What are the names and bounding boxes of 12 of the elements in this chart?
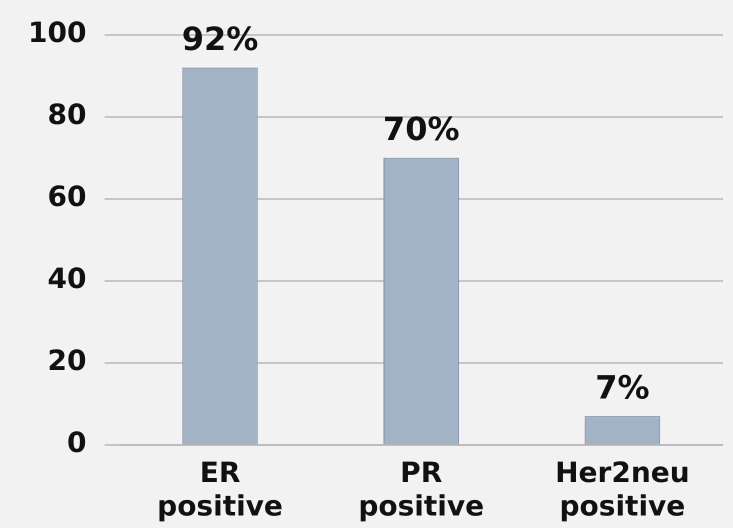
y-tick-label: 40 xyxy=(47,262,86,296)
y-tick-label: 80 xyxy=(47,98,86,132)
y-tick-label: 60 xyxy=(47,180,86,214)
y-tick-label: 20 xyxy=(47,344,86,378)
y-tick-label: 100 xyxy=(28,16,86,50)
x-tick-label: ER positive xyxy=(157,456,283,522)
y-tick-label: 0 xyxy=(66,426,86,460)
x-tick-label: PR positive xyxy=(358,456,484,522)
x-tick-label: Her2neu positive xyxy=(555,456,690,522)
data-label: 92% xyxy=(182,20,258,58)
data-label: 70% xyxy=(382,110,460,148)
data-label: 7% xyxy=(595,368,650,406)
